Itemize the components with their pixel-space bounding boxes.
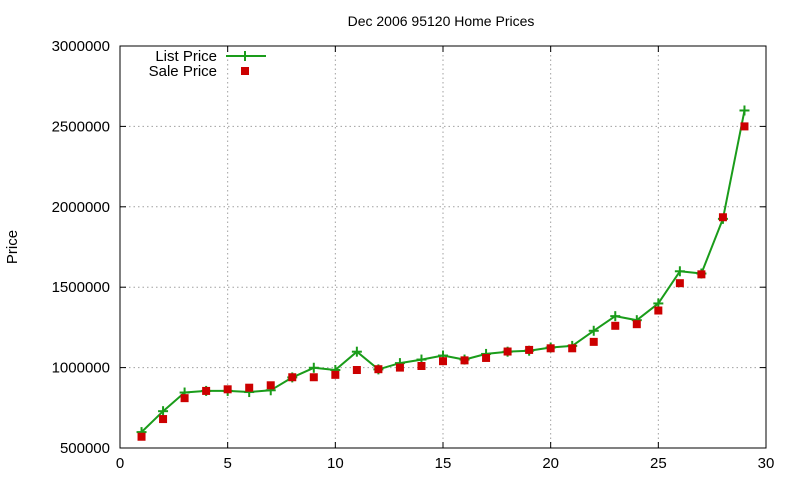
y-axis-label: Price (4, 230, 21, 264)
sale-price-point (159, 415, 168, 424)
sale-price-point (632, 320, 641, 329)
sale-price-point (266, 381, 275, 390)
list-price-point (351, 346, 362, 357)
list-price-point (674, 266, 685, 277)
x-tick-label: 15 (435, 455, 452, 472)
sale-price-point (654, 306, 663, 315)
sale-price-point (331, 370, 340, 379)
sale-price-point (525, 345, 534, 354)
sale-price-point (740, 122, 749, 131)
y-tick-label: 1000000 (52, 360, 110, 377)
sale-price-point (395, 363, 404, 372)
y-tick-label: 500000 (60, 440, 110, 457)
sale-price-point (568, 344, 577, 353)
tick-layer: 0 5 10 15 20 25 30 500000 1000000 1500000 2000000 2… (52, 38, 775, 472)
sale-price-point (718, 213, 727, 222)
sale-price-point (482, 353, 491, 362)
x-tick-label: 0 (116, 455, 124, 472)
legend-label-list-price: List Price (155, 48, 217, 65)
sale-price-point (288, 373, 297, 382)
list-price-point (158, 406, 169, 417)
y-tick-label: 2000000 (52, 199, 110, 216)
sale-price-point (417, 361, 426, 370)
x-tick-label: 30 (758, 455, 775, 472)
list-price-point (610, 311, 621, 322)
legend-marker-sale-price (241, 67, 249, 75)
sale-price-point (439, 357, 447, 366)
sale-price-point (223, 385, 232, 394)
y-tick-label: 3000000 (52, 38, 110, 55)
legend-label-sale-price: Sale Price (149, 63, 217, 80)
y-tick-label: 1500000 (52, 279, 110, 296)
sale-price-point (611, 321, 620, 330)
sale-price-point (309, 373, 318, 382)
sale-price-point (589, 337, 598, 346)
sale-price-point (180, 394, 189, 403)
sale-price-point (137, 432, 146, 441)
chart-title: Dec 2006 95120 Home Prices (348, 13, 535, 29)
sale-price-point (460, 356, 469, 365)
list-price-point (308, 362, 319, 373)
y-tick-label: 2500000 (52, 118, 110, 135)
plot-frame (119, 45, 767, 449)
sale-price-point (374, 365, 383, 374)
sale-price-point (697, 270, 706, 279)
grid-layer (120, 46, 766, 448)
sale-price-point (546, 344, 555, 353)
x-tick-label: 5 (223, 455, 231, 472)
x-tick-label: 25 (650, 455, 667, 472)
x-tick-label: 20 (542, 455, 559, 472)
legend-marker-list-price (240, 51, 250, 61)
sale-price-point (352, 366, 361, 375)
sale-price-point (503, 347, 512, 356)
sale-price-point (675, 279, 684, 288)
sale-price-point (202, 386, 211, 395)
series-layer (136, 105, 750, 441)
x-tick-label: 10 (327, 455, 344, 472)
legend: List Price Sale Price (149, 48, 266, 80)
list-price-point (588, 325, 599, 336)
list-price-point (739, 105, 750, 116)
sale-price-point (245, 383, 254, 392)
